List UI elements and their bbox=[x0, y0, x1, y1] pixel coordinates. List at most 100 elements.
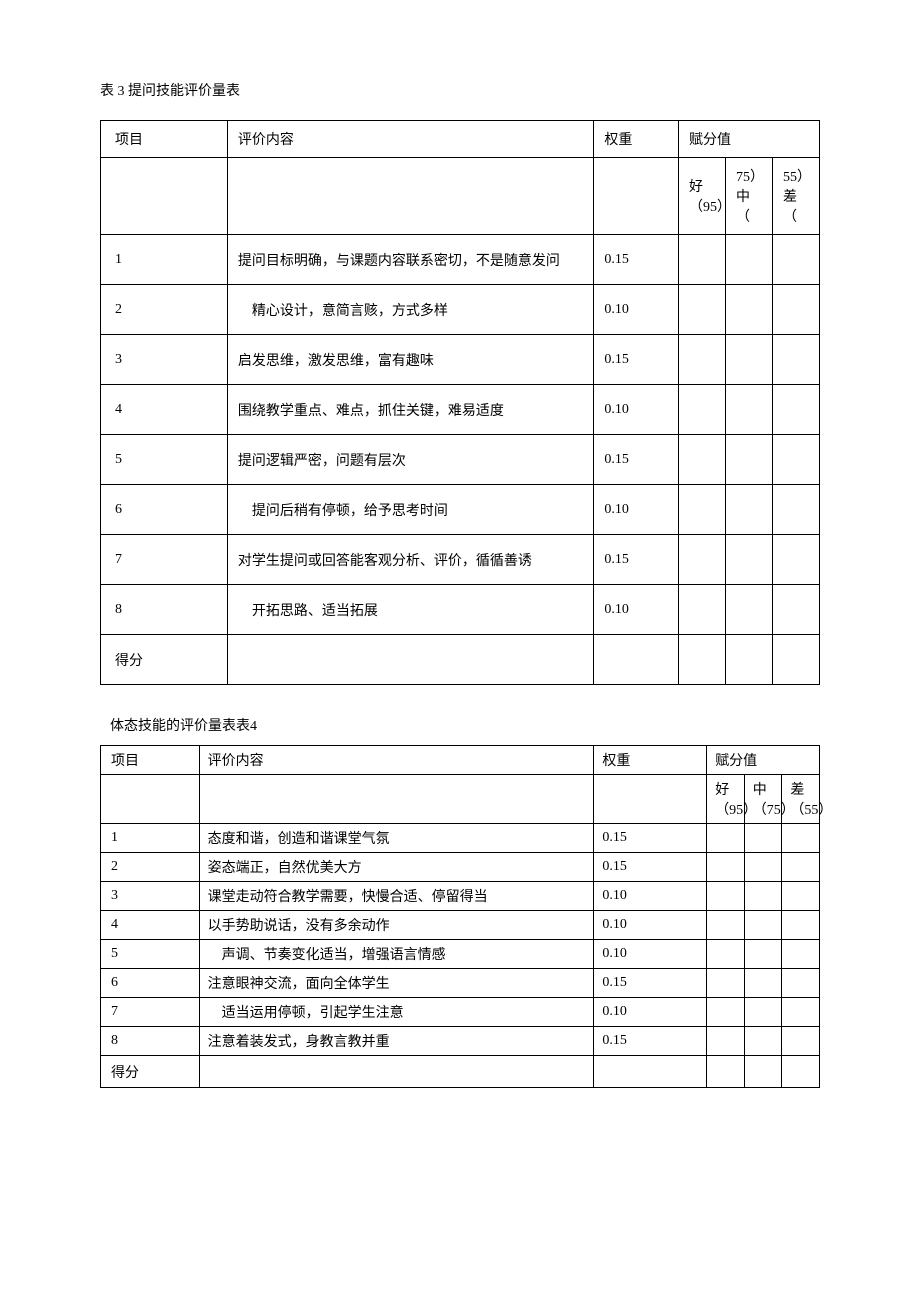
row-weight: 0.15 bbox=[594, 853, 707, 882]
row-index: 8 bbox=[101, 1027, 200, 1056]
cell-empty bbox=[772, 485, 819, 535]
cell-empty bbox=[772, 385, 819, 435]
cell-empty bbox=[782, 882, 820, 911]
cell-empty bbox=[772, 335, 819, 385]
row-weight: 0.10 bbox=[594, 285, 679, 335]
row-content: 精心设计，意简言赅，方式多样 bbox=[227, 285, 594, 335]
cell-empty bbox=[725, 435, 772, 485]
table-row: 3启发思维，激发思维，富有趣味0.15 bbox=[101, 335, 820, 385]
cell-empty bbox=[772, 535, 819, 585]
row-content: 开拓思路、适当拓展 bbox=[227, 585, 594, 635]
cell-empty bbox=[679, 485, 726, 535]
cell-empty bbox=[679, 235, 726, 285]
row-content: 以手势助说话，没有多余动作 bbox=[199, 911, 594, 940]
table-subheader-row: 好（95） 中（75） 差（55） bbox=[101, 775, 820, 824]
cell-empty bbox=[594, 1056, 707, 1088]
cell-empty bbox=[772, 635, 819, 685]
table-row: 2姿态端正，自然优美大方0.15 bbox=[101, 853, 820, 882]
cell-empty bbox=[679, 535, 726, 585]
row-content: 提问逻辑严密，问题有层次 bbox=[227, 435, 594, 485]
row-content: 对学生提问或回答能客观分析、评价，循循善诱 bbox=[227, 535, 594, 585]
evaluation-table-1: 项目 评价内容 权重 赋分值 好（95） 75）中（ 55）差（ 1提问目标明确… bbox=[100, 120, 820, 685]
cell-empty bbox=[227, 635, 594, 685]
row-content: 围绕教学重点、难点，抓住关键，难易适度 bbox=[227, 385, 594, 435]
cell-empty bbox=[679, 585, 726, 635]
table-row: 7适当运用停顿，引起学生注意0.10 bbox=[101, 998, 820, 1027]
row-weight: 0.10 bbox=[594, 940, 707, 969]
cell-empty bbox=[707, 882, 745, 911]
cell-empty bbox=[725, 535, 772, 585]
cell-empty bbox=[772, 235, 819, 285]
row-content: 提问后稍有停顿，给予思考时间 bbox=[227, 485, 594, 535]
row-index: 3 bbox=[101, 882, 200, 911]
cell-empty bbox=[199, 1056, 594, 1088]
row-weight: 0.10 bbox=[594, 882, 707, 911]
header-project: 项目 bbox=[101, 746, 200, 775]
row-index: 5 bbox=[101, 940, 200, 969]
cell-empty bbox=[707, 969, 745, 998]
cell-empty bbox=[782, 824, 820, 853]
table-row: 5声调、节奏变化适当，增强语言情感0.10 bbox=[101, 940, 820, 969]
cell-empty bbox=[707, 853, 745, 882]
cell-empty bbox=[782, 940, 820, 969]
row-index: 7 bbox=[101, 998, 200, 1027]
row-weight: 0.10 bbox=[594, 585, 679, 635]
cell-empty bbox=[707, 998, 745, 1027]
table-row: 5提问逻辑严密，问题有层次0.15 bbox=[101, 435, 820, 485]
header-score: 赋分值 bbox=[707, 746, 820, 775]
row-weight: 0.15 bbox=[594, 535, 679, 585]
table-row: 6提问后稍有停顿，给予思考时间0.10 bbox=[101, 485, 820, 535]
header-content: 评价内容 bbox=[199, 746, 594, 775]
table-row: 7对学生提问或回答能客观分析、评价，循循善诱0.15 bbox=[101, 535, 820, 585]
row-weight: 0.10 bbox=[594, 911, 707, 940]
cell-empty bbox=[782, 969, 820, 998]
cell-empty bbox=[725, 335, 772, 385]
table-row: 6注意眼神交流，面向全体学生0.15 bbox=[101, 969, 820, 998]
row-weight: 0.15 bbox=[594, 235, 679, 285]
row-index: 2 bbox=[101, 285, 228, 335]
row-content: 适当运用停顿，引起学生注意 bbox=[199, 998, 594, 1027]
header-project: 项目 bbox=[101, 121, 228, 158]
row-index: 1 bbox=[101, 824, 200, 853]
cell-empty bbox=[101, 158, 228, 235]
cell-empty bbox=[199, 775, 594, 824]
cell-empty bbox=[725, 385, 772, 435]
row-weight: 0.15 bbox=[594, 435, 679, 485]
cell-empty bbox=[744, 1056, 782, 1088]
cell-empty bbox=[725, 285, 772, 335]
cell-empty bbox=[679, 635, 726, 685]
header-score: 赋分值 bbox=[679, 121, 820, 158]
score-label: 得分 bbox=[101, 635, 228, 685]
header-good: 好（95） bbox=[707, 775, 745, 824]
cell-empty bbox=[725, 485, 772, 535]
cell-empty bbox=[707, 1027, 745, 1056]
cell-empty bbox=[744, 940, 782, 969]
cell-empty bbox=[707, 911, 745, 940]
row-weight: 0.15 bbox=[594, 969, 707, 998]
table-row: 2精心设计，意简言赅，方式多样0.10 bbox=[101, 285, 820, 335]
cell-empty bbox=[744, 998, 782, 1027]
cell-empty bbox=[594, 158, 679, 235]
table-row: 4以手势助说话，没有多余动作0.10 bbox=[101, 911, 820, 940]
header-mid: 75）中（ bbox=[725, 158, 772, 235]
row-weight: 0.10 bbox=[594, 385, 679, 435]
cell-empty bbox=[772, 585, 819, 635]
cell-empty bbox=[679, 435, 726, 485]
header-good: 好（95） bbox=[679, 158, 726, 235]
score-label: 得分 bbox=[101, 1056, 200, 1088]
table-subheader-row: 好（95） 75）中（ 55）差（ bbox=[101, 158, 820, 235]
cell-empty bbox=[744, 969, 782, 998]
header-bad: 55）差（ bbox=[772, 158, 819, 235]
cell-empty bbox=[782, 853, 820, 882]
row-content: 声调、节奏变化适当，增强语言情感 bbox=[199, 940, 594, 969]
cell-empty bbox=[594, 775, 707, 824]
row-index: 8 bbox=[101, 585, 228, 635]
cell-empty bbox=[707, 940, 745, 969]
cell-empty bbox=[782, 1027, 820, 1056]
row-index: 2 bbox=[101, 853, 200, 882]
cell-empty bbox=[707, 1056, 745, 1088]
row-weight: 0.15 bbox=[594, 824, 707, 853]
cell-empty bbox=[744, 882, 782, 911]
row-index: 1 bbox=[101, 235, 228, 285]
row-index: 6 bbox=[101, 969, 200, 998]
